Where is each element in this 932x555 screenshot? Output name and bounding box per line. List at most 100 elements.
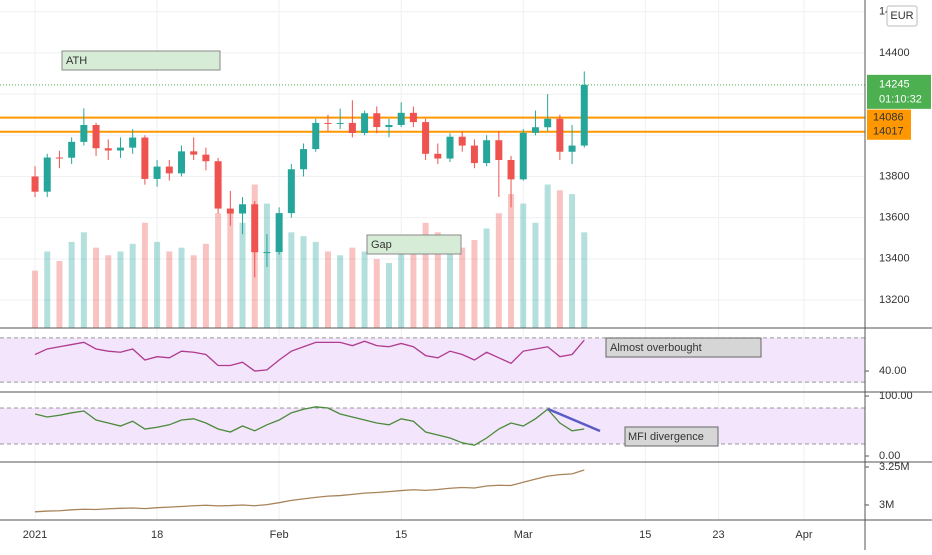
candle-body [409,112,417,123]
countdown-label: 01:10:32 [879,94,922,106]
candle-body [165,166,173,174]
candle-body [361,113,369,134]
candle-body [177,151,185,174]
annotation-box [366,234,462,255]
currency-box[interactable] [886,5,918,27]
volume-bar [44,251,51,328]
candle-body [153,166,161,179]
candle-body [312,122,320,150]
volume-bar [129,243,136,328]
volume-bar [80,232,87,328]
volume-bar [300,236,307,328]
candle-body [251,204,259,253]
y-tick-label: 100.00 [879,390,913,402]
candle-body [129,137,137,148]
volume-bar [239,222,246,328]
candle-body [531,127,539,133]
candle-body [202,154,210,162]
x-tick-label: 15 [395,529,407,541]
candle-body [373,113,381,128]
volume-bar [337,255,344,328]
x-tick-label: Feb [270,529,289,541]
candle-body [580,84,588,146]
y-tick-label: 13200 [879,294,910,306]
volume-bar [32,270,39,328]
x-tick-label: Apr [795,529,812,541]
divergence-line [547,407,601,433]
volume-bar [508,194,515,328]
last-price-box [867,74,931,109]
x-tick-label: Mar [514,529,533,541]
volume-bar [68,241,75,328]
volume-bar [459,247,466,328]
volume-bar [569,194,576,328]
volume-bar [434,232,441,328]
candle-body [80,124,88,142]
x-tick-label: 15 [639,529,651,541]
candle-body [300,149,308,170]
candle-body [43,157,51,192]
volume-bar [471,239,478,328]
volume-bar [141,222,148,328]
volume-bar [581,232,588,328]
volume-bar [276,217,283,328]
candle-body [214,161,222,209]
volume-bar [166,251,173,328]
candle-body [104,148,112,151]
volume-bar [447,236,454,328]
annotation-box [605,337,762,358]
candle-body [190,151,198,155]
annotation-text: ATH [66,55,87,67]
candle-body [495,140,503,160]
candle-body [263,252,271,254]
candle-body [116,147,124,151]
candle-body [446,136,454,159]
candle-body [336,122,344,124]
candle-body [544,118,552,128]
volume-bar [227,209,234,328]
currency-label[interactable]: EUR [890,10,913,22]
volume-bar [105,255,112,328]
volume-bar [520,203,527,328]
y-tick-label: 13800 [879,170,910,182]
volume-bar [483,228,490,328]
indicator-band [0,408,865,445]
volume-bar [215,213,222,328]
volume-bar [556,190,563,328]
volume-bar [398,247,405,328]
candle-body [226,208,234,214]
volume-bar [532,222,539,328]
candle-body [287,169,295,214]
candle-body [385,124,393,128]
candle-body [483,140,491,164]
volume-bar [373,259,380,328]
volume-bar [93,247,100,328]
volume-bar [385,262,392,328]
x-tick-label: 18 [151,529,163,541]
volume-bar [154,241,161,328]
volume-bar [544,184,551,328]
y-tick-label: 13600 [879,212,910,224]
annotation-box [624,426,719,447]
candle-body [92,124,100,149]
volume-bar [117,251,124,328]
candle-body [348,122,356,134]
indicator-line [34,406,585,446]
candle-body [68,141,76,158]
candle-body [434,153,442,159]
y-tick-label: 14400 [879,47,910,59]
candle-body [519,132,527,180]
y-tick-label: 40.00 [879,365,907,377]
volume-bar [178,247,185,328]
candle-body [55,157,63,159]
candle-body [141,137,149,179]
volume-bar [56,261,63,328]
annotation-box [61,50,221,71]
candle-body [397,112,405,125]
volume-bar [190,255,197,328]
annotation-text: Almost overbought [610,342,702,354]
volume-bar [361,251,368,328]
indicator-line [34,339,585,372]
candle-body [568,145,576,152]
